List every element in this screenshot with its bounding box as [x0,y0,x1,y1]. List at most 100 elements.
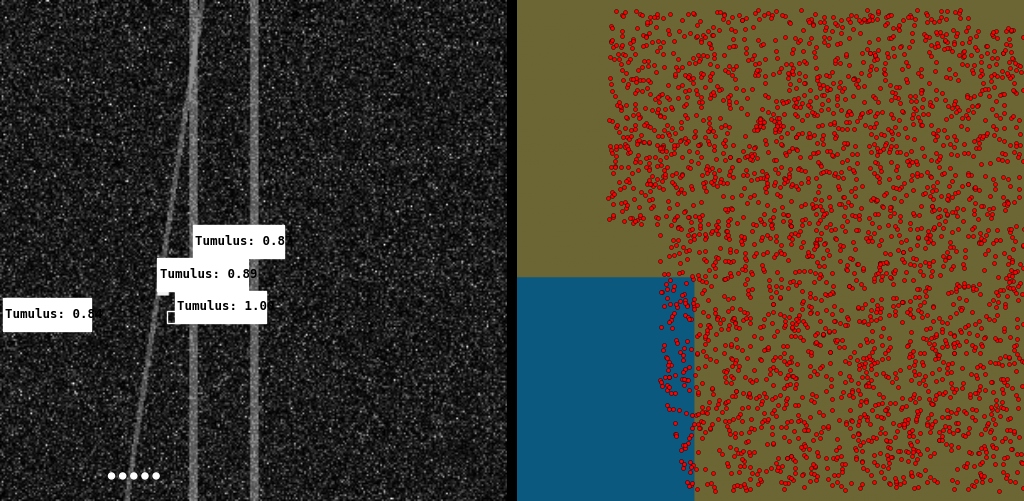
Point [839,418,855,426]
Point [977,445,993,453]
Point [928,332,944,340]
Point [759,179,775,187]
Point [660,26,677,34]
Point [663,361,679,369]
Point [889,148,905,156]
Point [808,476,824,484]
Point [1011,150,1024,158]
Point [695,70,712,78]
Point [724,71,740,79]
Point [796,79,812,87]
Point [870,270,887,278]
Point [721,235,737,243]
Point [766,165,782,173]
Point [645,182,662,190]
Point [752,118,768,126]
Point [871,267,888,275]
Point [802,372,818,380]
Point [927,67,943,75]
Point [755,116,771,124]
Point [688,111,705,119]
Point [745,425,762,433]
Point [983,405,999,413]
Point [947,246,964,255]
Point [686,295,702,303]
Point [913,103,930,111]
Point [972,228,988,236]
Point [654,91,671,99]
Point [850,76,866,84]
Point [774,217,791,225]
Point [774,11,791,19]
Point [940,65,956,73]
Point [910,293,927,301]
Point [745,239,762,247]
Point [840,72,856,80]
Point [795,318,811,326]
Point [618,114,635,122]
Point [604,213,621,221]
Point [730,468,746,476]
Point [999,292,1016,300]
Point [681,482,697,490]
Point [616,143,633,151]
Point [808,174,824,182]
Point [828,477,845,485]
Point [784,49,801,57]
Point [702,178,719,186]
Point [750,36,766,44]
Point [821,250,838,259]
Point [838,50,854,58]
Point [633,131,649,139]
Point [710,254,726,262]
Point [706,176,722,184]
Point [888,477,904,485]
Point [798,59,814,67]
Point [738,275,755,283]
Point [1007,197,1023,205]
Point [820,34,837,42]
Point [936,336,952,344]
Point [802,289,818,297]
Point [859,6,876,14]
Point [948,385,965,393]
Point [922,101,938,109]
Point [766,156,782,164]
Point [1015,264,1024,272]
Point [971,144,987,152]
Point [754,167,770,175]
Point [613,106,630,114]
Point [769,465,785,473]
Point [995,101,1012,109]
Point [939,210,955,218]
Point [891,231,907,239]
Point [885,302,901,310]
Point [871,390,888,398]
Point [972,460,988,468]
Point [624,214,640,222]
Point [723,379,739,387]
Point [793,179,809,187]
Point [995,49,1012,57]
Point [600,215,616,223]
Point [915,110,932,118]
Point [965,284,981,292]
Point [883,142,899,150]
Point [741,389,758,397]
Point [666,283,682,291]
Point [760,310,776,318]
Point [868,358,885,366]
Point [706,483,722,491]
Point [652,143,669,151]
Point [945,40,962,48]
Point [722,258,738,266]
Point [768,54,784,62]
Point [758,140,774,148]
Point [780,74,797,82]
Point [635,42,651,50]
Point [1001,74,1018,82]
Point [641,138,657,146]
Point [931,436,947,444]
Point [700,119,717,127]
Point [863,16,880,24]
